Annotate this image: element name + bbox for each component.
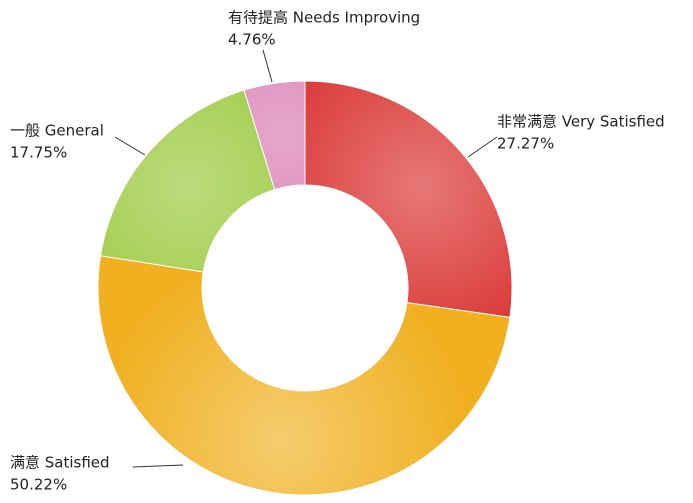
slice: [243, 80, 306, 191]
value-label: 27.27%: [497, 135, 554, 153]
leader-line: [132, 464, 184, 468]
slice: [99, 89, 276, 273]
value-label: 4.76%: [228, 31, 276, 49]
leader-line: [114, 136, 146, 156]
value-label: 17.75%: [10, 144, 67, 162]
slice-label: 满意 Satisfied: [10, 454, 110, 472]
slice-label: 有待提高 Needs Improving: [228, 9, 420, 27]
slice: [97, 255, 511, 496]
slice-label: 非常满意 Very Satisfied: [497, 113, 665, 131]
leader-line: [467, 136, 498, 158]
leader-line: [262, 49, 273, 83]
slice-label: 一般 General: [10, 122, 104, 140]
slice: [304, 80, 513, 318]
value-label: 50.22%: [10, 476, 67, 494]
